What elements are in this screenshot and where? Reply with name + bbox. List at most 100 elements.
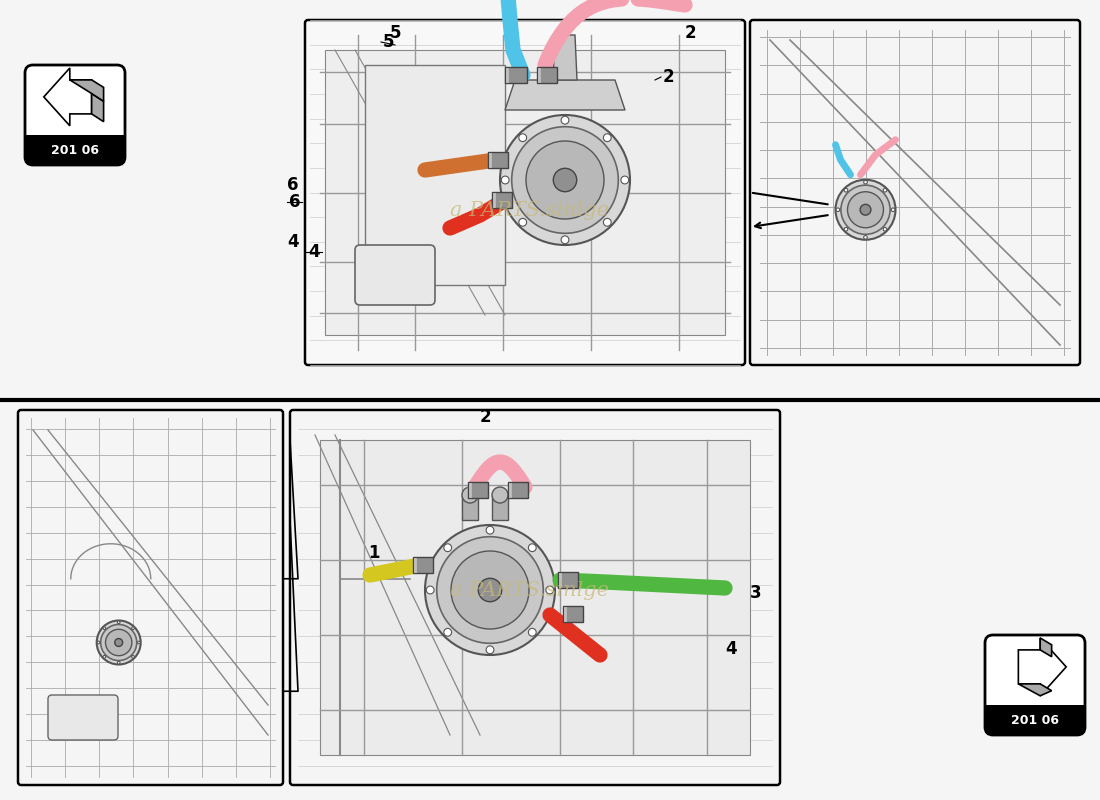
Circle shape [103, 627, 106, 630]
Circle shape [561, 116, 569, 124]
Circle shape [519, 134, 527, 142]
Circle shape [883, 227, 887, 231]
Circle shape [492, 487, 508, 503]
Bar [537, 67, 557, 83]
Circle shape [451, 551, 529, 629]
Text: 5: 5 [390, 24, 402, 42]
Circle shape [883, 189, 887, 192]
Text: 4: 4 [725, 640, 737, 658]
Bar [752, 22, 1078, 363]
Circle shape [138, 641, 141, 644]
Text: 6: 6 [289, 193, 300, 211]
Bar [20, 412, 281, 783]
Circle shape [528, 544, 536, 552]
Circle shape [502, 176, 509, 184]
Circle shape [519, 218, 527, 226]
Circle shape [132, 627, 134, 630]
Circle shape [443, 544, 452, 552]
Text: 4: 4 [308, 243, 320, 261]
FancyBboxPatch shape [750, 20, 1080, 365]
Circle shape [512, 126, 618, 234]
Text: 2: 2 [685, 24, 696, 42]
Circle shape [118, 662, 120, 664]
Text: a PARTS.sinlge: a PARTS.sinlge [451, 581, 609, 599]
Circle shape [840, 185, 890, 234]
FancyBboxPatch shape [48, 695, 118, 740]
Text: 201 06: 201 06 [1011, 714, 1059, 726]
Text: 6: 6 [287, 176, 298, 194]
Circle shape [864, 235, 867, 239]
FancyBboxPatch shape [984, 635, 1085, 735]
Text: 201 06: 201 06 [51, 143, 99, 157]
Bar [292, 412, 778, 783]
Bar [492, 495, 508, 520]
Text: 3: 3 [750, 583, 761, 602]
FancyBboxPatch shape [290, 410, 780, 785]
Circle shape [844, 227, 848, 231]
Circle shape [528, 628, 536, 636]
Circle shape [478, 578, 502, 602]
Circle shape [443, 628, 452, 636]
Bar [468, 482, 488, 498]
Circle shape [891, 208, 895, 211]
Circle shape [604, 218, 612, 226]
Polygon shape [44, 68, 91, 126]
Bar [26, 135, 124, 164]
Text: 5: 5 [383, 33, 395, 51]
FancyBboxPatch shape [25, 65, 125, 165]
Circle shape [97, 621, 141, 665]
Circle shape [844, 189, 848, 192]
FancyBboxPatch shape [18, 410, 283, 785]
Circle shape [500, 115, 630, 245]
Text: 4: 4 [287, 233, 298, 251]
Circle shape [114, 638, 123, 646]
Circle shape [486, 526, 494, 534]
Bar [412, 557, 433, 573]
Polygon shape [1019, 684, 1052, 696]
FancyBboxPatch shape [355, 245, 434, 305]
Polygon shape [1041, 638, 1052, 657]
Circle shape [604, 134, 612, 142]
Circle shape [103, 655, 106, 658]
Polygon shape [505, 80, 625, 110]
Bar [307, 22, 742, 363]
Bar [320, 440, 750, 755]
Bar [492, 192, 512, 208]
Circle shape [132, 655, 134, 658]
Bar [986, 705, 1084, 734]
Circle shape [526, 141, 604, 219]
Text: 2: 2 [663, 68, 674, 86]
Circle shape [118, 621, 120, 623]
Polygon shape [324, 50, 725, 335]
Polygon shape [1019, 638, 1066, 696]
Text: 1: 1 [368, 544, 379, 562]
Circle shape [546, 586, 553, 594]
Bar [508, 482, 528, 498]
Circle shape [553, 168, 576, 192]
Circle shape [97, 641, 100, 644]
Circle shape [836, 208, 839, 211]
Text: a PARTS.sinlge: a PARTS.sinlge [451, 201, 609, 219]
Text: 2: 2 [480, 408, 492, 426]
Circle shape [860, 204, 871, 215]
Circle shape [561, 236, 569, 244]
Bar [563, 606, 583, 622]
FancyBboxPatch shape [305, 20, 745, 365]
Circle shape [106, 630, 132, 656]
Bar [462, 495, 478, 520]
Circle shape [486, 646, 494, 654]
Polygon shape [553, 35, 578, 80]
Bar [505, 67, 527, 83]
Circle shape [101, 625, 136, 661]
Bar [488, 152, 508, 168]
Circle shape [620, 176, 629, 184]
Circle shape [847, 192, 883, 228]
Circle shape [836, 180, 895, 240]
Circle shape [437, 537, 543, 643]
Circle shape [427, 586, 434, 594]
Polygon shape [91, 94, 103, 122]
Bar [365, 65, 505, 285]
Circle shape [864, 180, 867, 184]
Bar [558, 572, 578, 588]
Polygon shape [69, 80, 103, 102]
